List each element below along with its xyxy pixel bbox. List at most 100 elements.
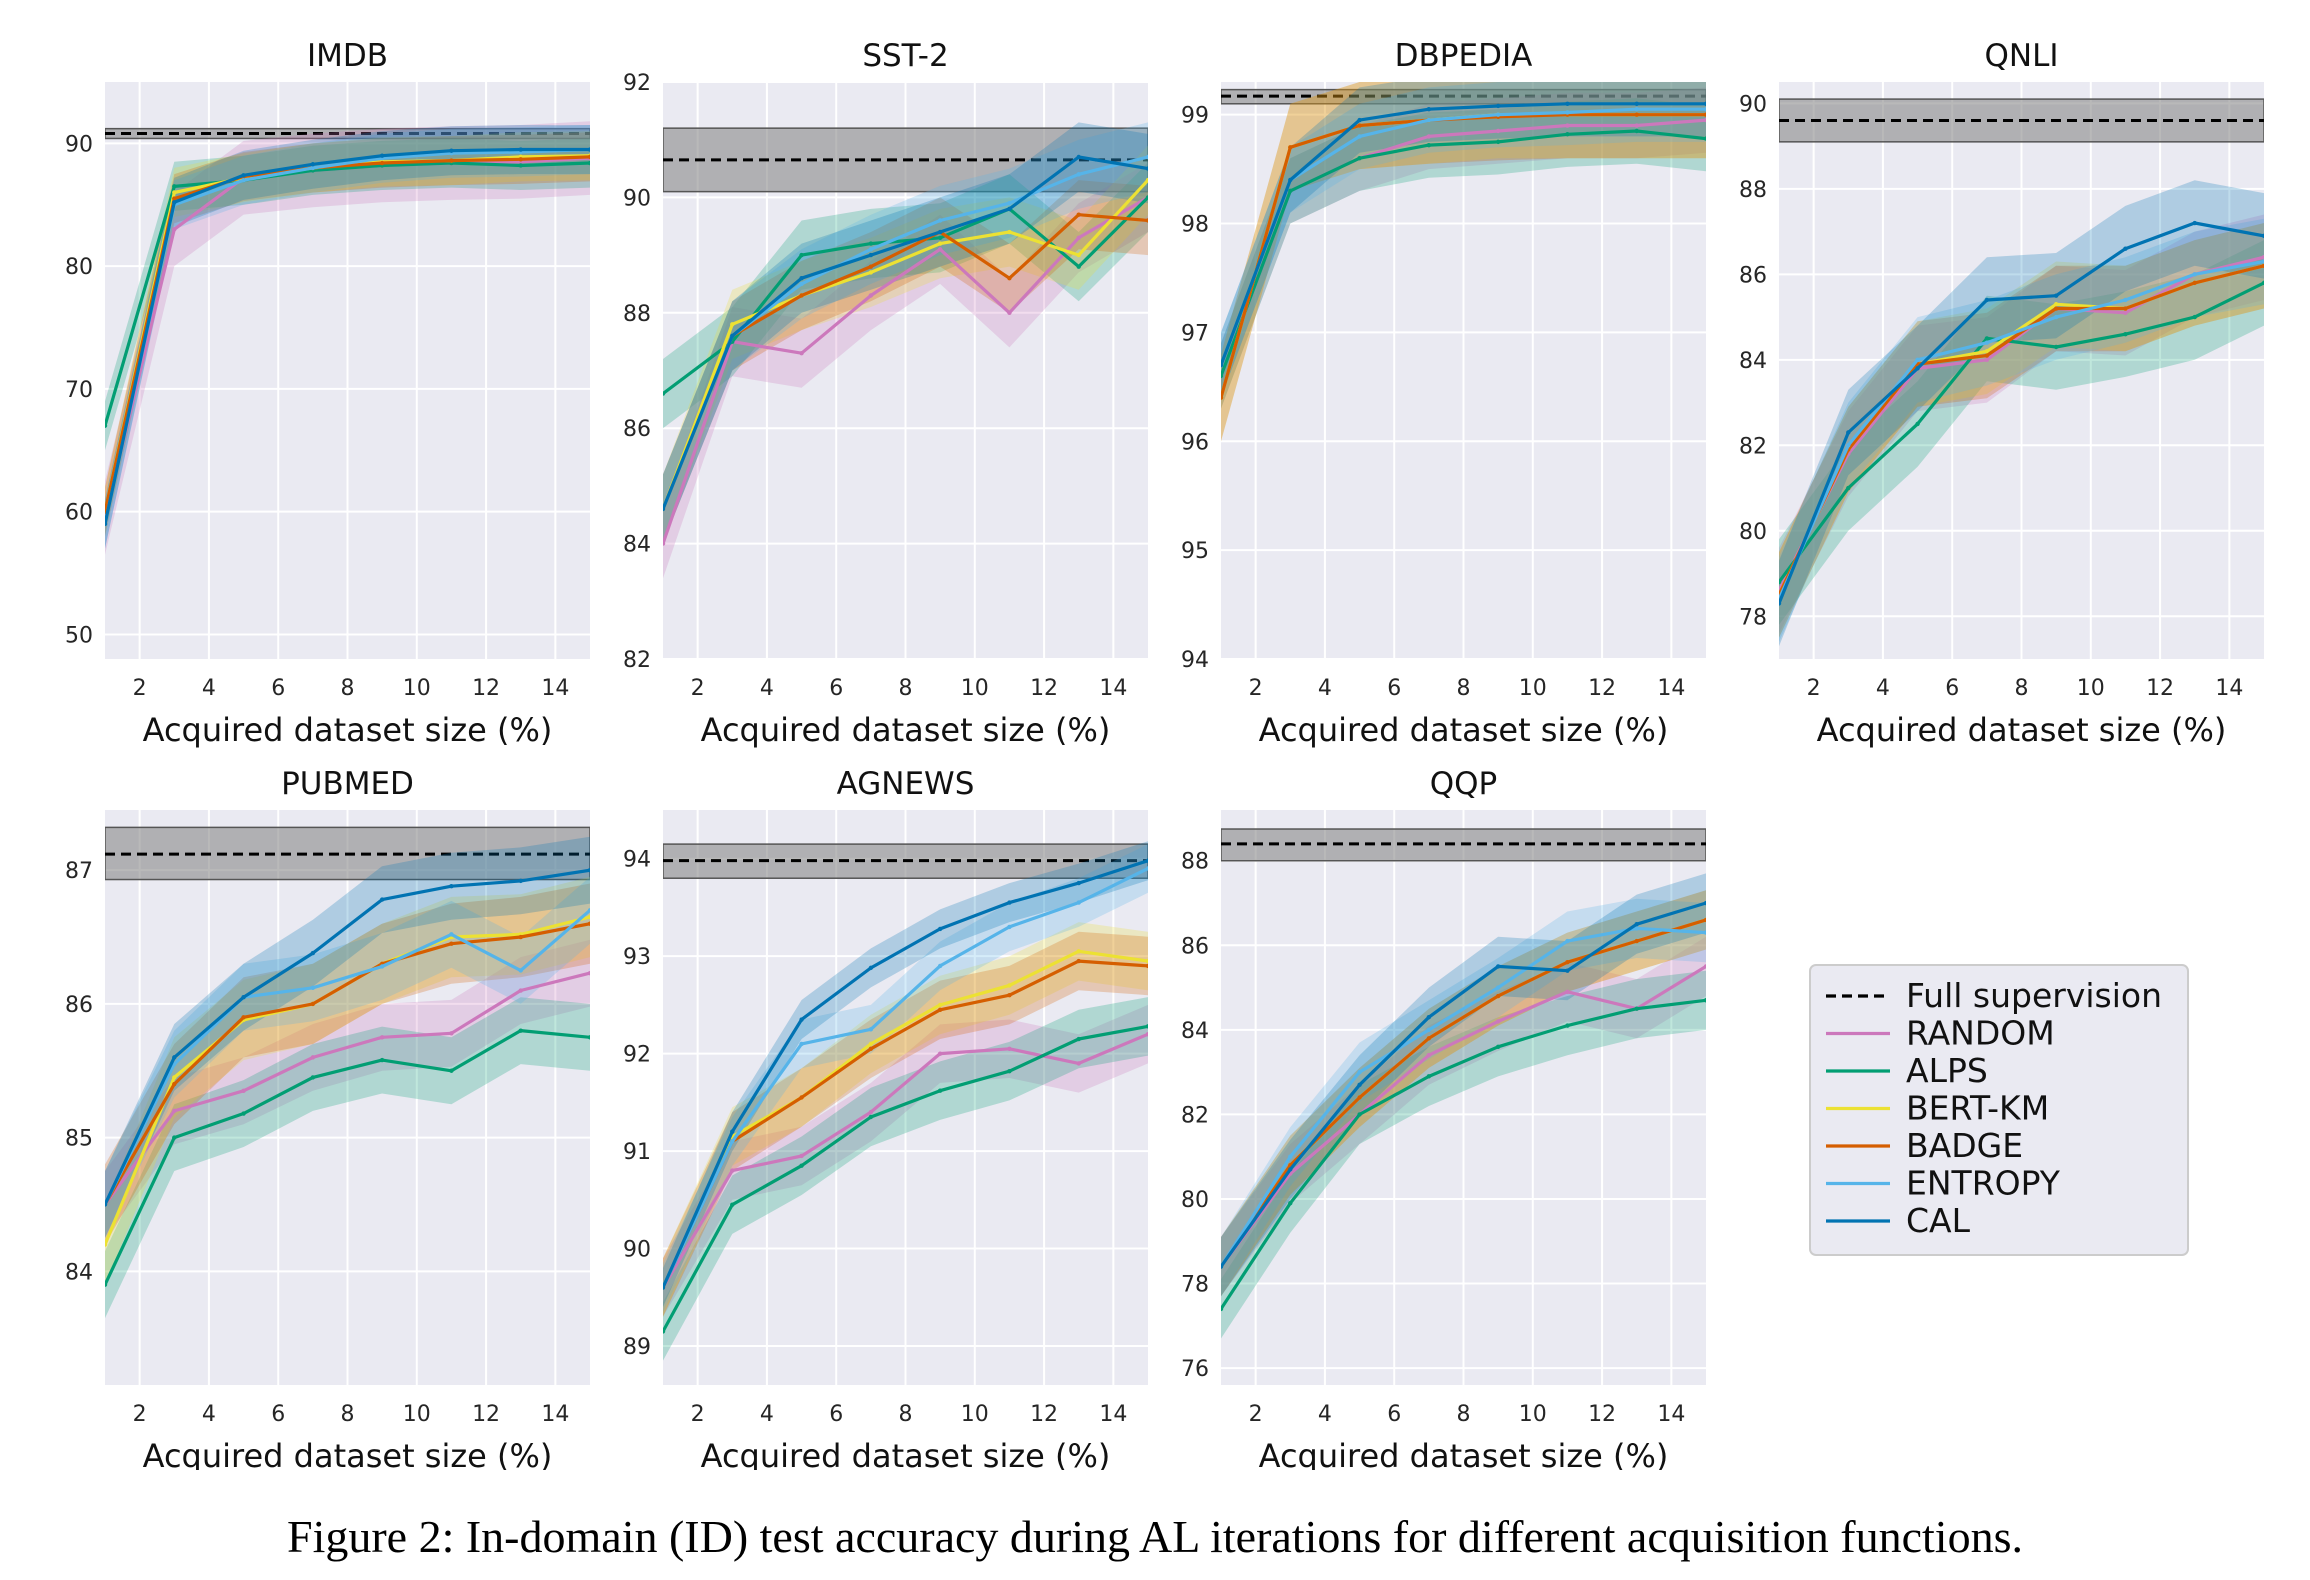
data-point-badge [1703,112,1706,117]
y-tick-label: 94 [1181,648,1209,673]
x-tick-label: 2 [133,676,147,701]
data-point-entropy [1703,107,1706,112]
data-point-badge [1076,958,1081,964]
data-point-random [518,988,523,993]
series-line-bert-km [663,949,1148,1289]
data-point-random [241,1088,246,1094]
data-point-badge [1288,145,1293,150]
plot-content [105,121,590,555]
band-badge [1221,82,1706,442]
data-point-entropy [1357,134,1362,139]
plot-content [663,122,1148,579]
x-tick-label: 10 [961,676,989,701]
data-point-alps [2192,314,2197,320]
data-point-alps [2053,344,2059,350]
panel-title: QNLI [1984,38,2058,74]
data-point-alps [1915,421,1920,427]
x-tick-label: 12 [472,676,500,701]
data-point-cal [1495,103,1501,109]
x-tick-label: 6 [1387,676,1401,701]
data-point-cal [518,147,523,152]
data-point-alps [1145,195,1148,200]
legend-label-entropy: ENTROPY [1906,1164,2061,1203]
legend-label-cal: CAL [1906,1201,1971,1240]
data-point-badge [2261,263,2264,268]
data-point-cal [2261,233,2264,239]
x-tick-label: 2 [691,676,705,701]
data-point-random [310,1055,316,1060]
data-point-badge [1426,1036,1432,1041]
x-tick-label: 12 [1030,676,1058,701]
data-point-cal [1076,154,1081,160]
y-tick-label: 96 [1181,430,1209,455]
band-entropy [1221,82,1706,398]
data-point-badge [449,941,454,946]
band-random [1779,214,2264,634]
data-point-badge [518,157,523,162]
series-line-cal [1221,901,1706,1268]
panel-qqp: 2 4 6 8 10 12 14 76 78 80 82 84 86 88 QQP Acquired data… [1181,766,1706,1470]
series-line-cal [1221,102,1706,366]
data-point-badge [241,1015,246,1020]
y-tick-label: 87 [65,859,93,884]
y-tick-label: 90 [623,1238,651,1263]
y-tick-label: 94 [623,848,651,873]
data-point-random [799,350,804,356]
data-point-badge [2192,280,2197,286]
data-point-entropy [1007,200,1012,206]
x-tick-label: 14 [541,1402,569,1427]
series-line-cal [105,147,590,525]
band-entropy [105,876,590,1238]
x-tick-label: 14 [1099,676,1127,701]
x-tick-label: 4 [202,676,216,701]
x-tick-label: 12 [1588,1402,1616,1427]
data-point-cal [1357,117,1362,123]
figure-canvas: 2 4 6 8 10 12 14 50 60 70 80 90 IMDB Acquired dataset… [65,38,2264,1470]
x-tick-label: 10 [403,676,431,701]
data-point-cal [1703,900,1706,906]
band-alps [663,997,1148,1361]
x-tick-label: 8 [2015,676,2029,701]
plot-content [105,826,590,1319]
data-point-alps [105,1282,108,1287]
series-line-cal [663,155,1148,510]
data-point-alps [1076,1036,1081,1042]
series-line-entropy [1221,107,1706,366]
data-point-badge [172,196,177,201]
data-point-random [868,293,874,298]
data-point-bert-km [587,914,590,920]
data-point-random [1145,1031,1148,1037]
x-axis-label: Acquired dataset size (%) [143,1437,553,1470]
legend-label-bert-km: BERT-KM [1906,1089,2049,1128]
data-point-alps [1703,998,1706,1003]
data-point-cal [730,333,735,339]
data-point-bert-km [1076,949,1081,954]
band-badge [1779,223,2264,638]
legend-label-alps: ALPS [1906,1051,1988,1090]
data-point-entropy [2123,297,2128,303]
data-point-alps [730,1202,735,1207]
data-point-badge [587,154,590,160]
x-tick-label: 2 [133,1402,147,1427]
band-cal [105,125,590,549]
data-point-bert-km [1007,983,1012,988]
data-point-badge [868,264,874,269]
data-point-entropy [868,1027,874,1032]
data-point-entropy [1634,107,1639,112]
data-point-random [937,247,943,252]
data-point-bert-km [937,1002,943,1008]
data-point-badge [1495,993,1501,999]
x-tick-label: 14 [541,676,569,701]
data-point-cal [1357,1082,1362,1088]
data-point-cal [449,884,454,889]
data-point-cal [1288,177,1293,183]
data-point-alps [799,252,804,258]
data-point-alps [2261,280,2264,286]
band-random [1221,936,1706,1297]
data-point-alps [1221,373,1224,379]
data-point-entropy [1565,110,1570,115]
series-line-alps [1221,129,1706,377]
x-tick-label: 8 [341,1402,355,1427]
panel-title: QQP [1430,766,1498,802]
y-tick-label: 80 [1181,1188,1209,1213]
